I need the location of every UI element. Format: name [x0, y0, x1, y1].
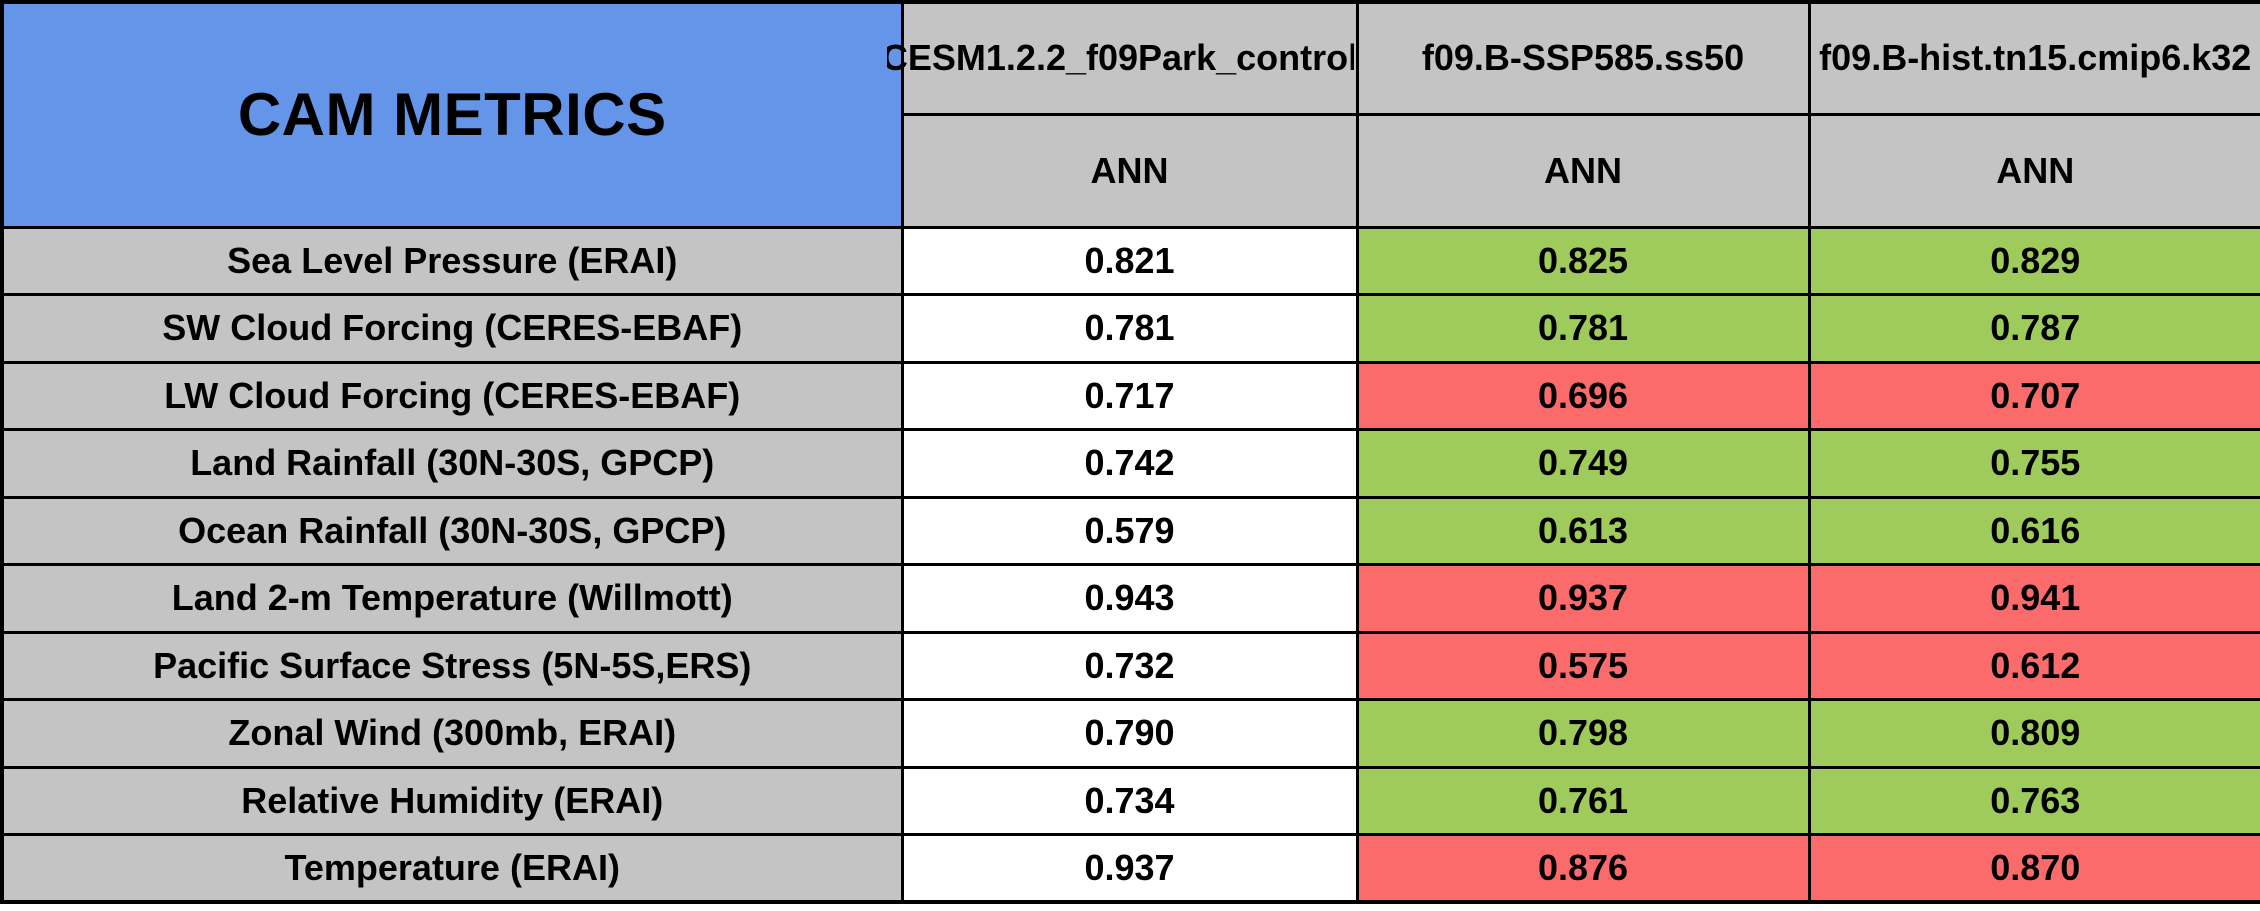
metric-value: 0.616 — [1807, 495, 2260, 566]
metric-value: 0.781 — [900, 293, 1359, 364]
metric-value: 0.829 — [1807, 225, 2260, 296]
metric-value: 0.575 — [1355, 630, 1811, 701]
table-row: Land Rainfall (30N-30S, GPCP) 0.742 0.749 0… — [0, 428, 2260, 499]
column-header-model-2: f09.B-hist.tn15.cmip6.k32 — [1807, 0, 2260, 116]
metric-label: SW Cloud Forcing (CERES-EBAF) — [0, 293, 904, 364]
table-row: Land 2-m Temperature (Willmott) 0.943 0.93… — [0, 563, 2260, 634]
metric-value: 0.781 — [1355, 293, 1811, 364]
metric-label: Land Rainfall (30N-30S, GPCP) — [0, 428, 904, 499]
column-header-model-0: CESM1.2.2_f09Park_control — [887, 0, 1359, 116]
metric-label: Zonal Wind (300mb, ERAI) — [0, 698, 904, 769]
metric-value: 0.870 — [1807, 833, 2260, 904]
metric-value: 0.696 — [1355, 360, 1811, 431]
metric-label: LW Cloud Forcing (CERES-EBAF) — [0, 360, 904, 431]
metric-value: 0.761 — [1355, 765, 1811, 836]
metric-value: 0.809 — [1807, 698, 2260, 769]
season-header-1: ANN — [1355, 112, 1811, 229]
table-row: Temperature (ERAI) 0.937 0.876 0.870 — [0, 833, 2260, 904]
column-header-model-0-label: CESM1.2.2_f09Park_control — [886, 37, 1354, 79]
metric-value: 0.742 — [900, 428, 1359, 499]
table-row: SW Cloud Forcing (CERES-EBAF) 0.781 0.781 0… — [0, 293, 2260, 364]
table-title: CAM METRICS — [0, 0, 904, 229]
metric-value: 0.787 — [1807, 293, 2260, 364]
metric-value: 0.943 — [900, 563, 1359, 634]
metric-value: 0.613 — [1355, 495, 1811, 566]
table-row: Sea Level Pressure (ERAI) 0.821 0.825 0.829 — [0, 225, 2260, 296]
metric-value: 0.717 — [900, 360, 1359, 431]
metric-value: 0.763 — [1807, 765, 2260, 836]
metric-value: 0.790 — [900, 698, 1359, 769]
metric-label: Temperature (ERAI) — [0, 833, 904, 904]
metric-label: Land 2-m Temperature (Willmott) — [0, 563, 904, 634]
metric-value: 0.937 — [1355, 563, 1811, 634]
metric-value: 0.937 — [900, 833, 1359, 904]
table-row: Ocean Rainfall (30N-30S, GPCP) 0.579 0.613… — [0, 495, 2260, 566]
metric-label: Sea Level Pressure (ERAI) — [0, 225, 904, 296]
metric-value: 0.734 — [900, 765, 1359, 836]
metric-label: Relative Humidity (ERAI) — [0, 765, 904, 836]
model-header-row: CAM METRICS CESM1.2.2_f09Park_control f0… — [0, 0, 2260, 229]
metric-value: 0.707 — [1807, 360, 2260, 431]
metric-value: 0.821 — [900, 225, 1359, 296]
season-header-2: ANN — [1807, 112, 2260, 229]
metric-value: 0.941 — [1807, 563, 2260, 634]
metrics-body: Sea Level Pressure (ERAI) 0.821 0.825 0.829… — [0, 225, 2260, 904]
table-row: Relative Humidity (ERAI) 0.734 0.761 0.763 — [0, 765, 2260, 836]
metric-value: 0.876 — [1355, 833, 1811, 904]
table-row: LW Cloud Forcing (CERES-EBAF) 0.717 0.696 0… — [0, 360, 2260, 431]
metric-value: 0.612 — [1807, 630, 2260, 701]
metric-label: Ocean Rainfall (30N-30S, GPCP) — [0, 495, 904, 566]
metric-label: Pacific Surface Stress (5N-5S,ERS) — [0, 630, 904, 701]
season-header-0: ANN — [900, 112, 1359, 229]
column-header-model-1: f09.B-SSP585.ss50 — [1355, 0, 1811, 116]
metric-value: 0.579 — [900, 495, 1359, 566]
table-row: Zonal Wind (300mb, ERAI) 0.790 0.798 0.809 — [0, 698, 2260, 769]
metric-value: 0.798 — [1355, 698, 1811, 769]
metric-value: 0.825 — [1355, 225, 1811, 296]
metric-value: 0.755 — [1807, 428, 2260, 499]
table-row: Pacific Surface Stress (5N-5S,ERS) 0.732 0… — [0, 630, 2260, 701]
metric-value: 0.732 — [900, 630, 1359, 701]
season-header-row: ANN ANN ANN — [2, 112, 2260, 229]
metric-value: 0.749 — [1355, 428, 1811, 499]
